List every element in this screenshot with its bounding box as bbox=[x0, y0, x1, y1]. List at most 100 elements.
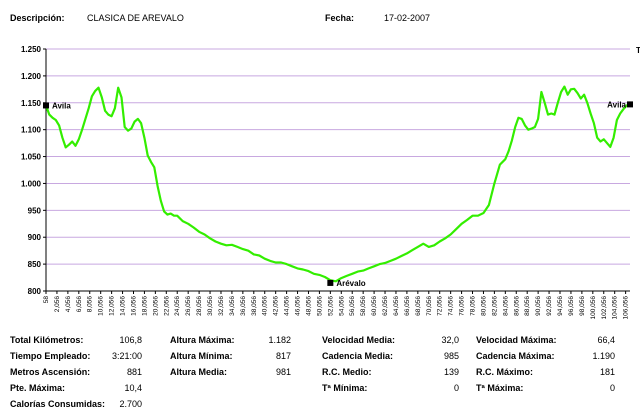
stat-row: Pte. Máxima: 10,4 bbox=[10, 383, 142, 395]
stat-label: Velocidad Máxima: bbox=[476, 335, 557, 345]
stat-value: 106,8 bbox=[119, 335, 142, 345]
x-tick-label: 62,056 bbox=[382, 296, 389, 316]
y-tick-label: 900 bbox=[28, 233, 42, 242]
x-tick-label: 68,056 bbox=[415, 296, 422, 316]
waypoint-label: Avila bbox=[607, 100, 626, 109]
x-tick-label: 74,056 bbox=[448, 296, 455, 316]
stat-value: 32,0 bbox=[441, 335, 459, 345]
x-tick-label: 46,056 bbox=[295, 296, 302, 316]
stat-label: Altura Máxima: bbox=[170, 335, 235, 345]
stat-row: Tª Máxima: 0 bbox=[476, 383, 615, 395]
stat-label: Total Kilómetros: bbox=[10, 335, 84, 345]
x-tick-label: 88,056 bbox=[524, 296, 531, 316]
x-tick-label: 50,056 bbox=[316, 296, 323, 316]
x-tick-label: 40,056 bbox=[262, 296, 269, 316]
stat-label: Tª Mínima: bbox=[322, 383, 368, 393]
x-tick-label: 84,056 bbox=[502, 296, 509, 316]
x-tick-label: 36,056 bbox=[240, 296, 247, 316]
x-tick-label: 12,056 bbox=[109, 296, 116, 316]
y-tick-label: 1.250 bbox=[21, 45, 42, 54]
stat-label: R.C. Medio: bbox=[322, 367, 372, 377]
stat-value: 2.700 bbox=[119, 399, 142, 409]
x-tick-label: 86,056 bbox=[513, 296, 520, 316]
stat-row: Metros Ascensión: 881 bbox=[10, 367, 142, 379]
stat-value: 66,4 bbox=[597, 335, 615, 345]
stat-value: 3:21:00 bbox=[111, 351, 142, 361]
x-tick-label: 76,056 bbox=[459, 296, 466, 316]
elevation-line bbox=[44, 85, 631, 283]
x-tick-label: 54,056 bbox=[338, 296, 345, 316]
stat-row: Cadencia Máxima: 1.190 bbox=[476, 351, 615, 363]
x-tick-label: 18,056 bbox=[141, 296, 148, 316]
x-tick-label: 52,056 bbox=[327, 296, 334, 316]
x-tick-label: 8,056 bbox=[87, 296, 94, 313]
stat-label: Altura Media: bbox=[170, 367, 228, 377]
x-tick-label: 26,056 bbox=[185, 296, 192, 316]
stat-row: Tiempo Empleado: 3:21:00 bbox=[10, 351, 142, 363]
x-tick-label: 34,056 bbox=[229, 296, 236, 316]
x-tick-label: 60,056 bbox=[371, 296, 378, 316]
x-tick-label: 98,056 bbox=[579, 296, 586, 316]
x-tick-label: 14,056 bbox=[120, 296, 127, 316]
waypoint-marker bbox=[627, 101, 633, 108]
stat-row: Velocidad Media: 32,0 bbox=[322, 335, 459, 347]
stat-value: 1.182 bbox=[268, 335, 291, 345]
date-value: 17-02-2007 bbox=[384, 13, 431, 23]
stat-row: R.C. Medio: 139 bbox=[322, 367, 459, 379]
x-tick-label: 80,056 bbox=[480, 296, 487, 316]
x-tick-label: 38,056 bbox=[251, 296, 258, 316]
x-tick-label: 58,056 bbox=[360, 296, 367, 316]
y-tick-label: 800 bbox=[28, 287, 42, 296]
stat-row: Altura Máxima: 1.182 bbox=[170, 335, 291, 347]
stat-label: Calorías Consumidas: bbox=[10, 399, 106, 409]
x-tick-label: 104,056 bbox=[612, 296, 619, 320]
waypoint-label: Arévalo bbox=[336, 279, 365, 288]
x-tick-label: 22,056 bbox=[163, 296, 170, 316]
x-tick-label: 42,056 bbox=[273, 296, 280, 316]
x-tick-label: 30,056 bbox=[207, 296, 214, 316]
stat-value: 881 bbox=[126, 367, 142, 377]
x-tick-label: 28,056 bbox=[196, 296, 203, 316]
x-tick-label: 100,056 bbox=[590, 296, 597, 320]
y-tick-label: 1.150 bbox=[21, 99, 42, 108]
date-label: Fecha: bbox=[325, 13, 355, 23]
stat-label: Tª Máxima: bbox=[476, 383, 524, 393]
description-label: Descripción: bbox=[10, 13, 65, 23]
stat-label: Cadencia Máxima: bbox=[476, 351, 555, 361]
stat-value: 139 bbox=[443, 367, 459, 377]
x-tick-label: 16,056 bbox=[130, 296, 137, 316]
x-tick-label: 66,056 bbox=[404, 296, 411, 316]
x-tick-label: 20,056 bbox=[152, 296, 159, 316]
y-tick-label: 1.100 bbox=[21, 126, 42, 135]
stat-label: R.C. Máximo: bbox=[476, 367, 534, 377]
x-tick-label: 2,056 bbox=[54, 296, 61, 313]
x-tick-label: 106,056 bbox=[623, 296, 630, 320]
x-tick-label: 24,056 bbox=[174, 296, 181, 316]
x-tick-label: 90,056 bbox=[535, 296, 542, 316]
x-tick-label: 32,056 bbox=[218, 296, 225, 316]
x-tick-label: 56,056 bbox=[349, 296, 356, 316]
x-tick-label: 10,056 bbox=[98, 296, 105, 316]
stat-row: Tª Mínima: 0 bbox=[322, 383, 459, 395]
stat-row: Altura Media: 981 bbox=[170, 367, 291, 379]
stat-value: 985 bbox=[443, 351, 459, 361]
x-tick-label: 102,056 bbox=[601, 296, 608, 320]
stat-row: Altura Mínima: 817 bbox=[170, 351, 291, 363]
stat-value: 0 bbox=[609, 383, 615, 393]
y-tick-label: 1.000 bbox=[21, 179, 42, 188]
truncated-label: T bbox=[636, 46, 640, 55]
description-value: CLASICA DE AREVALO bbox=[87, 13, 184, 23]
stat-row: Cadencia Media: 985 bbox=[322, 351, 459, 363]
stat-value: 0 bbox=[453, 383, 459, 393]
stat-row: Velocidad Máxima: 66,4 bbox=[476, 335, 615, 347]
stat-value: 181 bbox=[599, 367, 615, 377]
x-tick-label: 6,056 bbox=[76, 296, 83, 313]
stat-label: Velocidad Media: bbox=[322, 335, 396, 345]
x-tick-label: 92,056 bbox=[546, 296, 553, 316]
x-tick-label: 72,056 bbox=[437, 296, 444, 316]
x-tick-label: 48,056 bbox=[305, 296, 312, 316]
stat-label: Metros Ascensión: bbox=[10, 367, 91, 377]
stat-value: 1.190 bbox=[592, 351, 615, 361]
y-tick-label: 1.050 bbox=[21, 153, 42, 162]
x-tick-label: 70,056 bbox=[426, 296, 433, 316]
